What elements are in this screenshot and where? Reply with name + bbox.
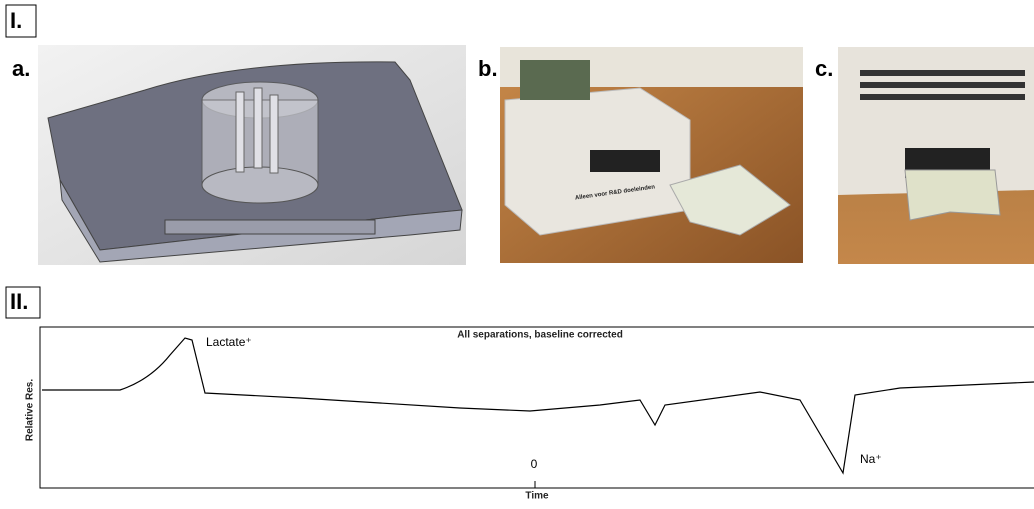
panel-label: II. [10,289,28,314]
y-axis-label: Relative Res. [25,379,36,441]
annotation: Na⁺ [860,452,882,466]
x-tick-label: 0 [531,457,538,471]
figure: I. a. b. Alleen voor R&D doeleinden c. I… [0,0,1034,504]
photo-b: Alleen voor R&D doeleinden [500,47,803,263]
annotation: Lactate⁺ [206,335,252,349]
photo-c [838,47,1034,264]
subpanel-label: b. [478,56,498,81]
chart-title: All separations, baseline corrected [457,330,623,341]
panel-label: I. [10,8,22,33]
x-axis-label: Time [525,491,549,502]
subpanel-label: a. [12,56,30,81]
subpanel-label: c. [815,56,833,81]
cad-image [38,45,466,265]
